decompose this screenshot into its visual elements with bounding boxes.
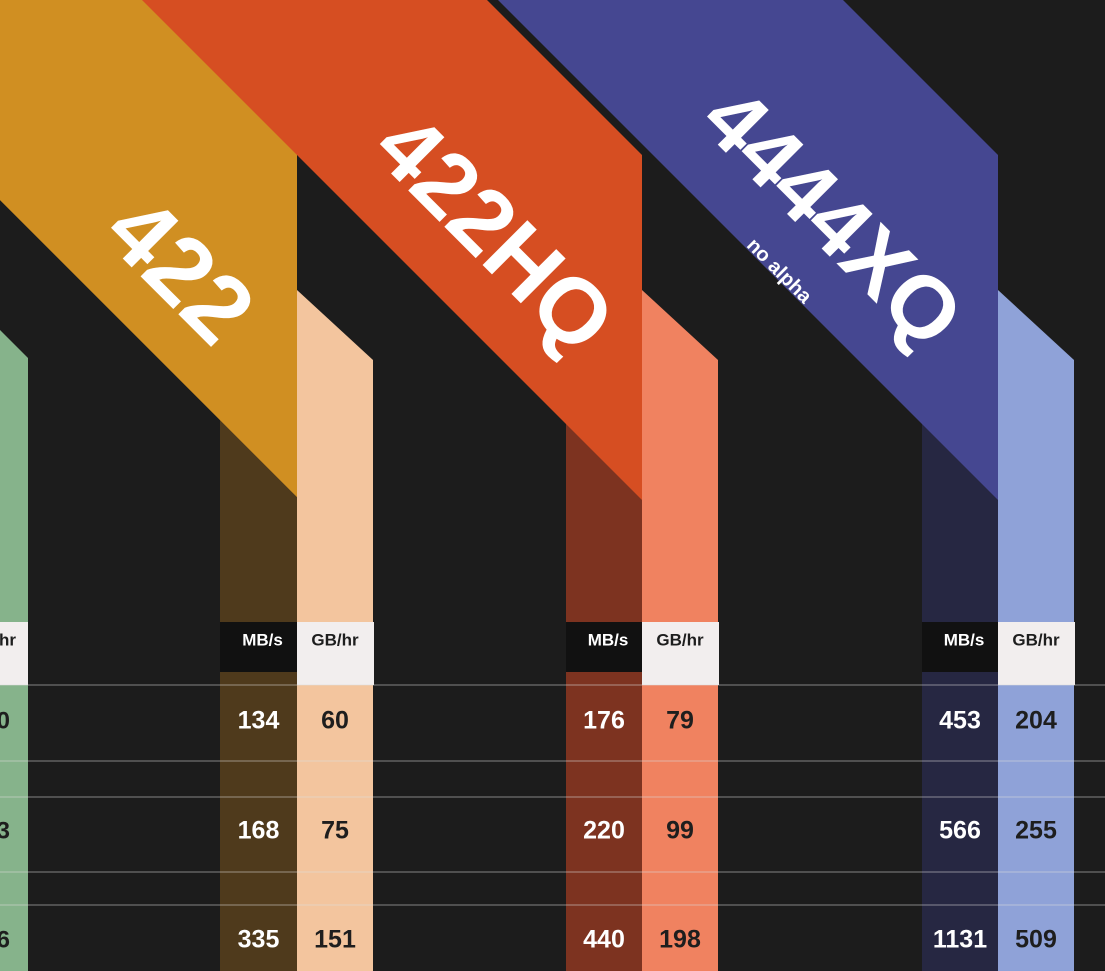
mbps-value: 453 — [939, 707, 981, 735]
codec-band — [142, 0, 642, 500]
mbps-header-cell — [566, 622, 642, 672]
gbhr-value: 99 — [666, 817, 694, 845]
gbhr-header-cell — [998, 622, 1075, 685]
codec-band-edge — [0, 0, 297, 497]
mbps-header: MB/s — [944, 630, 985, 649]
edge-value: 3 — [0, 817, 10, 844]
mbps-column — [922, 672, 998, 971]
gbhr-header: GB/hr — [311, 630, 359, 649]
gbhr-value: 151 — [314, 926, 356, 954]
gbhr-header-cell — [642, 622, 719, 685]
mbps-header: MB/s — [588, 630, 629, 649]
mbps-column — [566, 672, 642, 971]
mbps-value: 335 — [238, 926, 280, 954]
gbhr-value: 509 — [1015, 926, 1057, 954]
mbps-header-cell — [922, 622, 998, 672]
mbps-header: MB/s — [242, 630, 283, 649]
mbps-value: 176 — [583, 707, 625, 735]
edge-value: 6 — [0, 926, 10, 953]
gbhr-header: GB/hr — [1012, 630, 1060, 649]
edge-value: 0 — [0, 707, 10, 734]
mbps-value: 220 — [583, 817, 625, 845]
mbps-column — [220, 672, 297, 971]
gbhr-header: GB/hr — [656, 630, 704, 649]
gbhr-value: 75 — [321, 817, 349, 845]
gbhr-value: 60 — [321, 707, 349, 735]
gbhr-header-cell — [297, 622, 374, 685]
gbhr-value: 204 — [1015, 707, 1057, 735]
gbhr-value: 198 — [659, 926, 701, 954]
mbps-value: 1131 — [933, 926, 987, 954]
mbps-value: 168 — [238, 817, 280, 845]
mbps-value: 566 — [939, 817, 981, 845]
mbps-value: 440 — [583, 926, 625, 954]
codec-band — [498, 0, 998, 500]
mbps-header-cell — [220, 622, 297, 672]
gbhr-value: 79 — [666, 707, 694, 735]
gbhr-value: 255 — [1015, 817, 1057, 845]
mbps-value: 134 — [238, 707, 280, 735]
edge-header-cell — [0, 622, 28, 685]
edge-header: hr — [0, 630, 16, 649]
